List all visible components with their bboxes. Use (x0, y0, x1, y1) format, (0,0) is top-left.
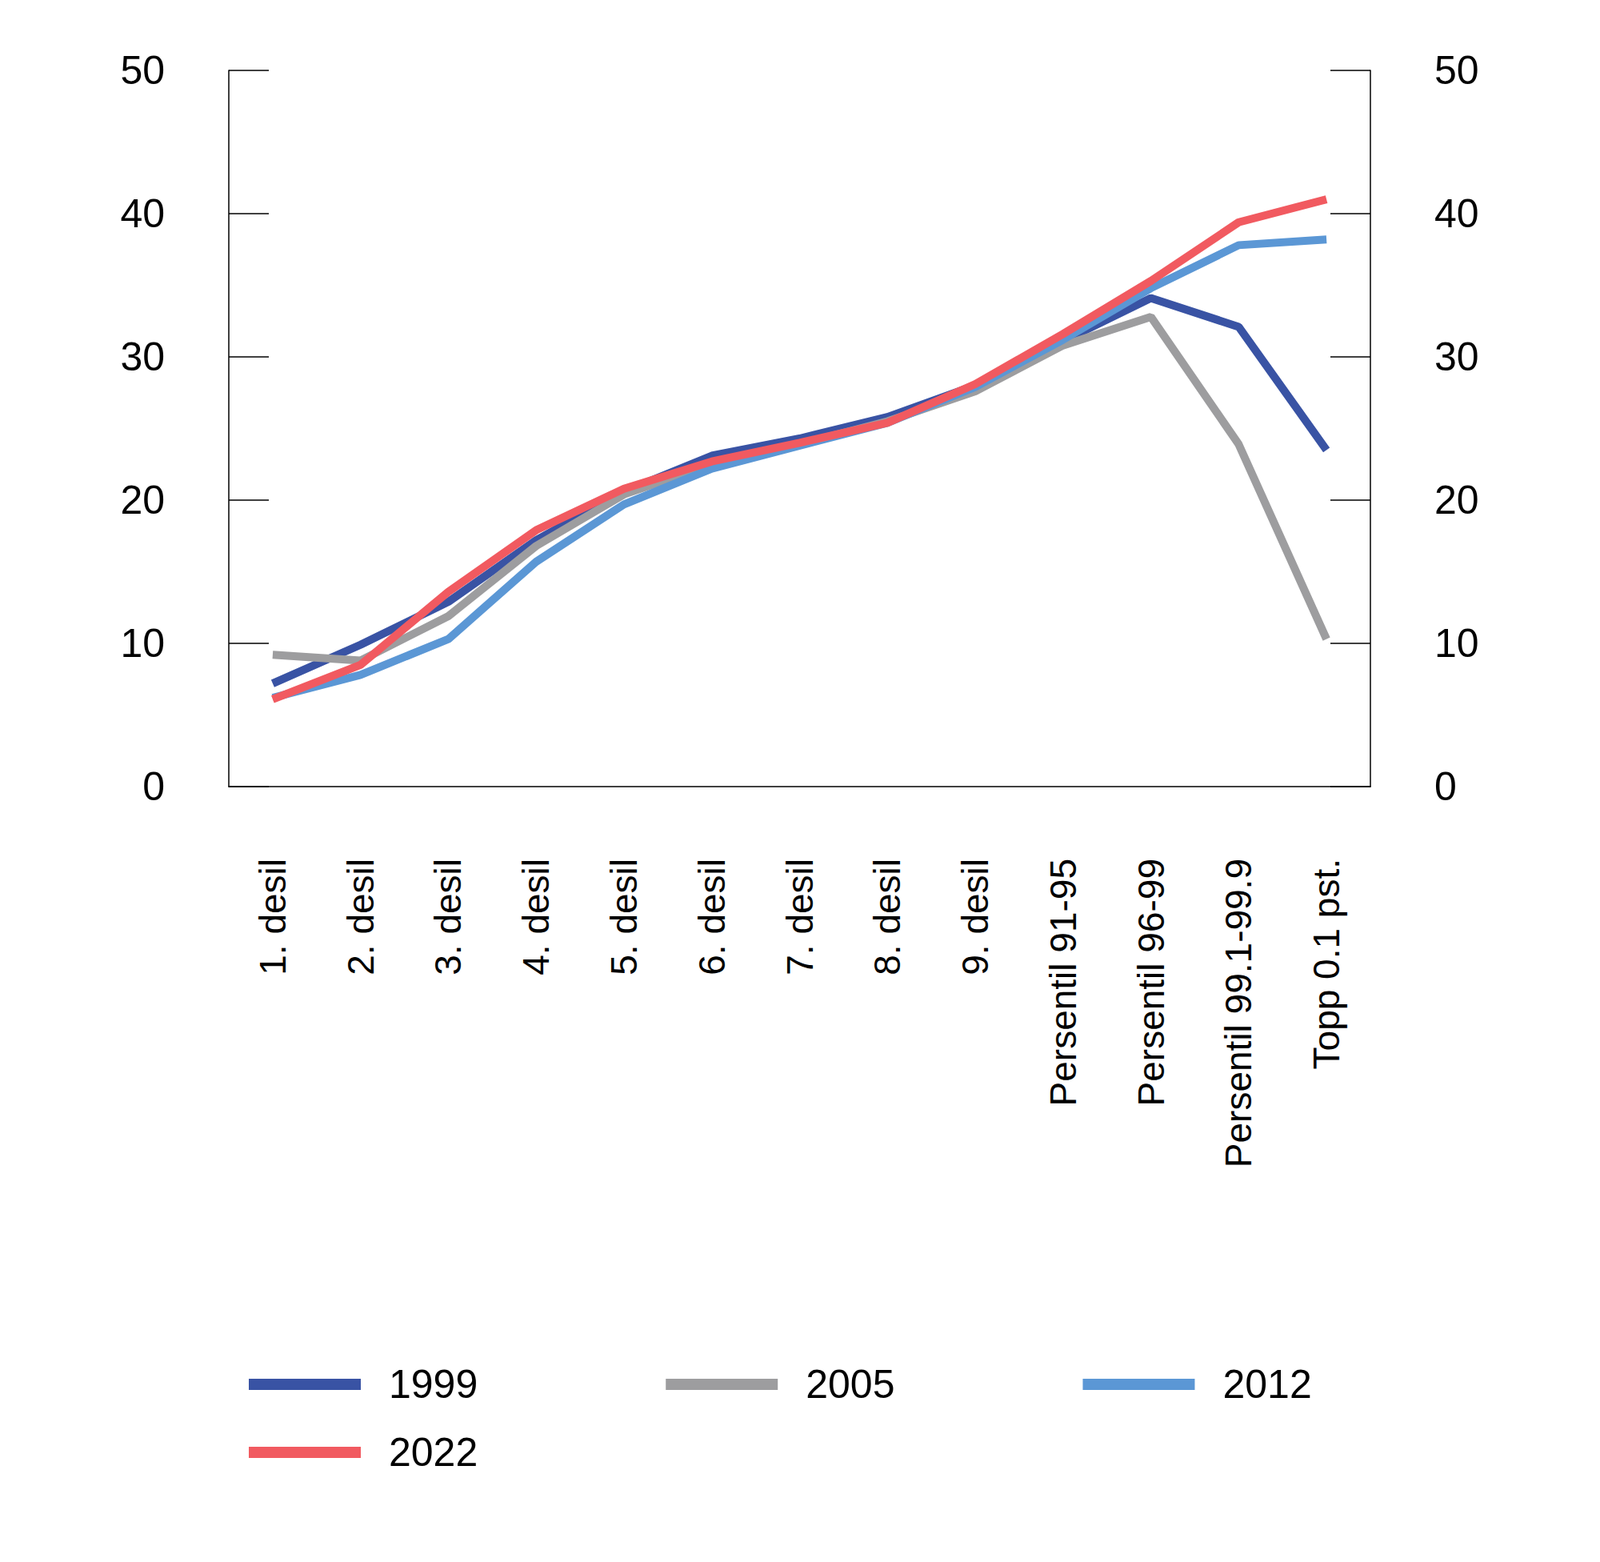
svg-text:2012: 2012 (1222, 1361, 1312, 1407)
svg-text:10: 10 (120, 620, 165, 666)
svg-text:30: 30 (1434, 334, 1480, 380)
svg-text:20: 20 (120, 477, 165, 523)
svg-text:40: 40 (120, 191, 165, 236)
svg-text:20: 20 (1434, 477, 1480, 523)
svg-text:Persentil 91-95: Persentil 91-95 (1042, 858, 1084, 1106)
svg-text:2022: 2022 (388, 1429, 478, 1475)
svg-text:Persentil 96-99: Persentil 96-99 (1130, 858, 1172, 1106)
svg-text:30: 30 (120, 334, 165, 380)
svg-text:4. desil: 4. desil (515, 858, 557, 976)
svg-text:Persentil 99.1-99.9: Persentil 99.1-99.9 (1217, 858, 1260, 1168)
svg-text:7. desil: 7. desil (779, 858, 821, 976)
svg-text:5. desil: 5. desil (603, 858, 645, 976)
svg-text:2. desil: 2. desil (340, 858, 382, 976)
svg-text:2005: 2005 (805, 1361, 895, 1407)
svg-text:3. desil: 3. desil (427, 858, 469, 976)
svg-text:40: 40 (1434, 191, 1480, 236)
svg-text:0: 0 (142, 764, 165, 809)
svg-text:50: 50 (120, 48, 165, 93)
svg-text:1. desil: 1. desil (252, 858, 294, 976)
svg-text:50: 50 (1434, 48, 1480, 93)
svg-text:6. desil: 6. desil (691, 858, 733, 976)
svg-text:0: 0 (1434, 764, 1457, 809)
svg-text:Topp 0.1 pst.: Topp 0.1 pst. (1305, 858, 1348, 1069)
svg-text:9. desil: 9. desil (954, 858, 996, 976)
svg-text:1999: 1999 (388, 1361, 478, 1407)
svg-text:10: 10 (1434, 620, 1480, 666)
svg-text:8. desil: 8. desil (866, 858, 908, 976)
